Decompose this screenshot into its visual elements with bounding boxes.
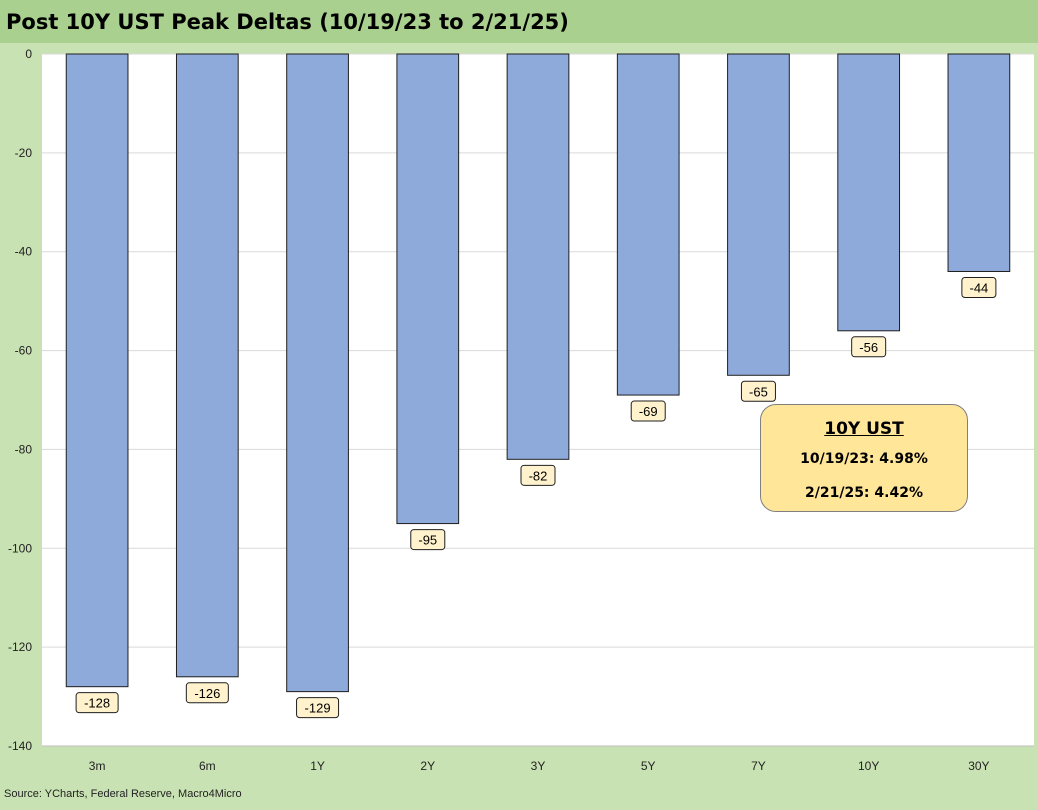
ust-callout-box: 10Y UST 10/19/23: 4.98% 2/21/25: 4.42% [760,404,968,512]
data-label: -126 [194,686,220,701]
x-tick-label: 10Y [858,759,879,773]
data-label: -56 [859,340,878,355]
data-label-box [630,400,666,422]
x-tick-label: 7Y [751,759,766,773]
data-label-box [961,276,997,298]
data-label-box [851,336,887,358]
data-label: -65 [749,384,768,399]
y-tick-label: -140 [8,739,32,753]
bar-5Y [616,53,680,396]
y-tick-label: -20 [15,146,33,160]
data-label: -44 [969,280,988,295]
bar-30Y [947,53,1011,272]
source-note: Source: YCharts, Federal Reserve, Macro4… [4,788,242,800]
y-tick-label: 0 [25,47,32,61]
data-label-box [75,692,119,714]
x-tick-label: 30Y [968,759,989,773]
bar-1Y [286,53,349,693]
y-tick-label: -80 [15,442,33,456]
callout-title: 10Y UST [824,419,904,439]
data-label: -129 [305,701,331,716]
y-tick-label: -40 [15,245,33,259]
data-label-box [296,697,340,719]
bar-2Y [396,53,460,525]
callout-end-yield: 2/21/25: 4.42% [805,485,923,501]
data-label-box [185,682,229,704]
data-label-box [410,529,446,551]
data-label-box [520,464,556,486]
y-tick-label: -120 [8,640,32,654]
x-tick-label: 3m [89,759,106,773]
bar-3m [65,53,129,688]
title-bar: Post 10Y UST Peak Deltas (10/19/23 to 2/… [0,0,1038,43]
data-label: -69 [639,404,658,419]
bar-10Y [837,53,901,332]
data-label: -95 [418,533,437,548]
bar-7Y [727,53,790,376]
x-tick-label: 5Y [641,759,656,773]
data-label: -82 [529,468,548,483]
bar-3Y [506,53,570,460]
chart-title: Post 10Y UST Peak Deltas (10/19/23 to 2/… [6,10,569,34]
data-label: -128 [84,696,110,711]
y-tick-label: -60 [15,344,33,358]
y-tick-label: -100 [8,541,32,555]
data-label-box [740,380,776,402]
callout-start-yield: 10/19/23: 4.98% [800,451,928,467]
x-tick-label: 1Y [310,759,325,773]
x-tick-label: 2Y [420,759,435,773]
x-tick-label: 6m [199,759,216,773]
bar-6m [175,53,239,678]
x-tick-label: 3Y [531,759,546,773]
